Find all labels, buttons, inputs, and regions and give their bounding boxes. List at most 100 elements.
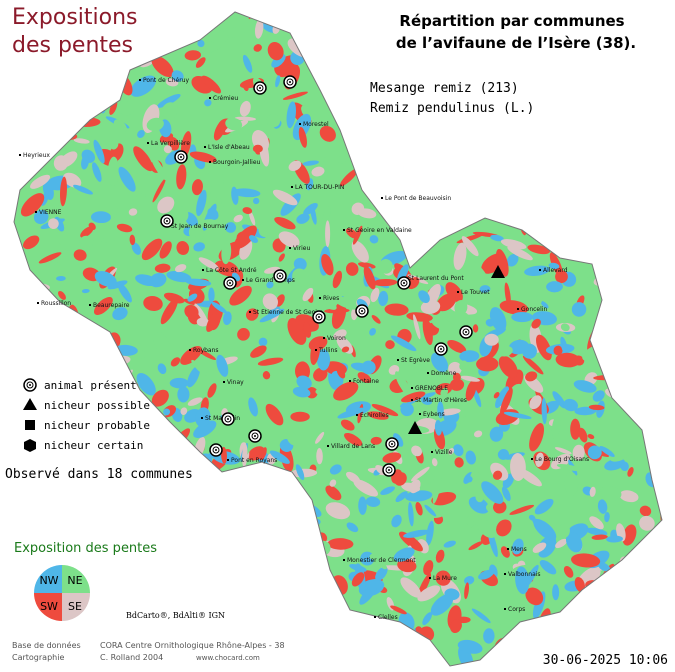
relief-patch bbox=[257, 357, 284, 366]
credit-label: Cartographie bbox=[12, 653, 64, 662]
relief-patch bbox=[104, 85, 116, 93]
relief-patch bbox=[284, 561, 302, 578]
relief-patch bbox=[266, 500, 286, 517]
town-label: Corps bbox=[508, 606, 525, 613]
relief-patch bbox=[242, 54, 253, 73]
relief-patch bbox=[58, 132, 78, 141]
relief-patch bbox=[14, 561, 15, 579]
observation-present bbox=[221, 412, 235, 426]
relief-patch bbox=[571, 553, 601, 568]
relief-patch bbox=[340, 419, 355, 431]
relief-patch bbox=[531, 318, 541, 329]
relief-patch bbox=[349, 102, 365, 126]
relief-patch bbox=[434, 420, 443, 436]
symbol-dot bbox=[391, 443, 393, 445]
relief-patch bbox=[437, 401, 444, 419]
relief-patch bbox=[149, 272, 167, 288]
relief-patch bbox=[14, 612, 15, 624]
relief-patch bbox=[620, 286, 630, 301]
relief-patch bbox=[336, 156, 347, 164]
relief-patch bbox=[635, 292, 650, 309]
relief-patch bbox=[499, 300, 529, 315]
relief-patch bbox=[541, 397, 547, 425]
relief-patch bbox=[617, 309, 639, 319]
relief-patch bbox=[607, 238, 615, 248]
relief-patch bbox=[259, 308, 285, 323]
relief-patch bbox=[372, 12, 388, 21]
relief-patch bbox=[422, 612, 433, 626]
town-marker bbox=[539, 269, 541, 271]
exposure-compass: NW NE SW SE bbox=[34, 565, 90, 621]
relief-patch bbox=[221, 240, 232, 265]
town-marker bbox=[343, 229, 345, 231]
symbol-dot bbox=[180, 156, 182, 158]
relief-patch bbox=[592, 390, 605, 402]
town-label: Clelles bbox=[378, 614, 398, 621]
relief-patch bbox=[102, 511, 128, 519]
relief-patch bbox=[382, 12, 399, 30]
relief-patch bbox=[70, 480, 81, 509]
relief-patch bbox=[609, 310, 632, 321]
relief-patch bbox=[269, 591, 281, 600]
relief-patch bbox=[481, 481, 504, 504]
relief-patch bbox=[109, 100, 118, 115]
relief-patch bbox=[453, 131, 471, 148]
town-label: Voiron bbox=[327, 335, 346, 342]
relief-patch bbox=[63, 172, 82, 188]
relief-patch bbox=[552, 584, 560, 601]
relief-patch bbox=[292, 12, 307, 26]
relief-patch bbox=[203, 514, 226, 526]
town-marker bbox=[507, 548, 509, 550]
town-label: L'Isle d'Abeau bbox=[208, 144, 250, 151]
relief-patch bbox=[66, 327, 80, 345]
relief-patch bbox=[457, 639, 483, 654]
relief-patch bbox=[453, 444, 464, 457]
relief-patch bbox=[417, 585, 441, 602]
symbol-dot bbox=[465, 331, 467, 333]
relief-patch bbox=[310, 12, 320, 14]
relief-patch bbox=[14, 272, 19, 281]
relief-patch bbox=[19, 482, 44, 503]
relief-patch bbox=[637, 174, 648, 188]
relief-patch bbox=[187, 397, 203, 406]
relief-patch bbox=[69, 78, 92, 102]
relief-patch bbox=[316, 448, 323, 465]
relief-patch bbox=[454, 300, 468, 315]
relief-patch bbox=[14, 612, 28, 627]
relief-patch bbox=[191, 359, 208, 376]
town-marker bbox=[319, 297, 321, 299]
relief-patch bbox=[400, 403, 414, 417]
relief-patch bbox=[292, 386, 311, 398]
quadrant-label: SW bbox=[40, 600, 58, 613]
relief-patch bbox=[424, 504, 437, 517]
relief-patch bbox=[274, 217, 296, 230]
relief-patch bbox=[400, 577, 422, 598]
observation-present bbox=[434, 342, 448, 356]
relief-patch bbox=[175, 264, 187, 273]
relief-patch bbox=[352, 225, 363, 245]
relief-patch bbox=[325, 220, 331, 248]
relief-patch bbox=[627, 362, 644, 381]
relief-patch bbox=[223, 311, 232, 326]
subtitle: de l’avifaune de l’Isère (38). bbox=[396, 34, 636, 52]
relief-patch bbox=[587, 445, 602, 460]
relief-patch bbox=[107, 156, 120, 187]
relief-patch bbox=[213, 119, 227, 141]
relief-patch bbox=[576, 177, 588, 200]
town-label: Monestier de Clermont bbox=[347, 557, 416, 564]
symbol-ring bbox=[177, 153, 185, 161]
town-marker bbox=[291, 186, 293, 188]
town-label: Le Touvet bbox=[461, 289, 490, 296]
relief-patch bbox=[187, 293, 198, 302]
relief-patch bbox=[559, 286, 576, 302]
relief-patch bbox=[332, 270, 343, 289]
relief-patch bbox=[440, 387, 449, 397]
relief-patch bbox=[207, 383, 217, 398]
relief-patch bbox=[57, 115, 64, 129]
relief-patch bbox=[546, 281, 563, 293]
relief-patch bbox=[321, 624, 328, 636]
relief-patch bbox=[436, 293, 456, 312]
relief-patch bbox=[413, 314, 421, 340]
relief-patch bbox=[137, 129, 145, 138]
relief-patch bbox=[358, 262, 376, 269]
